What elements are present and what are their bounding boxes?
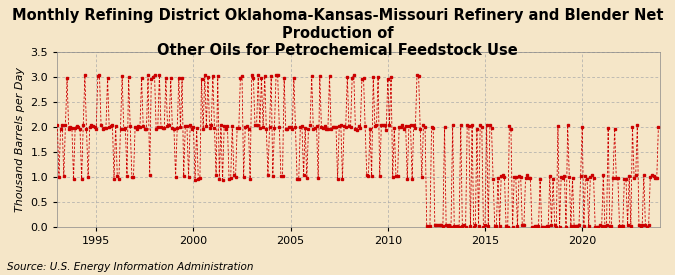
Text: Monthly Refining District Oklahoma-Kansas-Missouri Refinery and Blender Net Prod: Monthly Refining District Oklahoma-Kansa… [11, 8, 664, 58]
Y-axis label: Thousand Barrels per Day: Thousand Barrels per Day [15, 67, 25, 212]
Text: Source: U.S. Energy Information Administration: Source: U.S. Energy Information Administ… [7, 262, 253, 272]
